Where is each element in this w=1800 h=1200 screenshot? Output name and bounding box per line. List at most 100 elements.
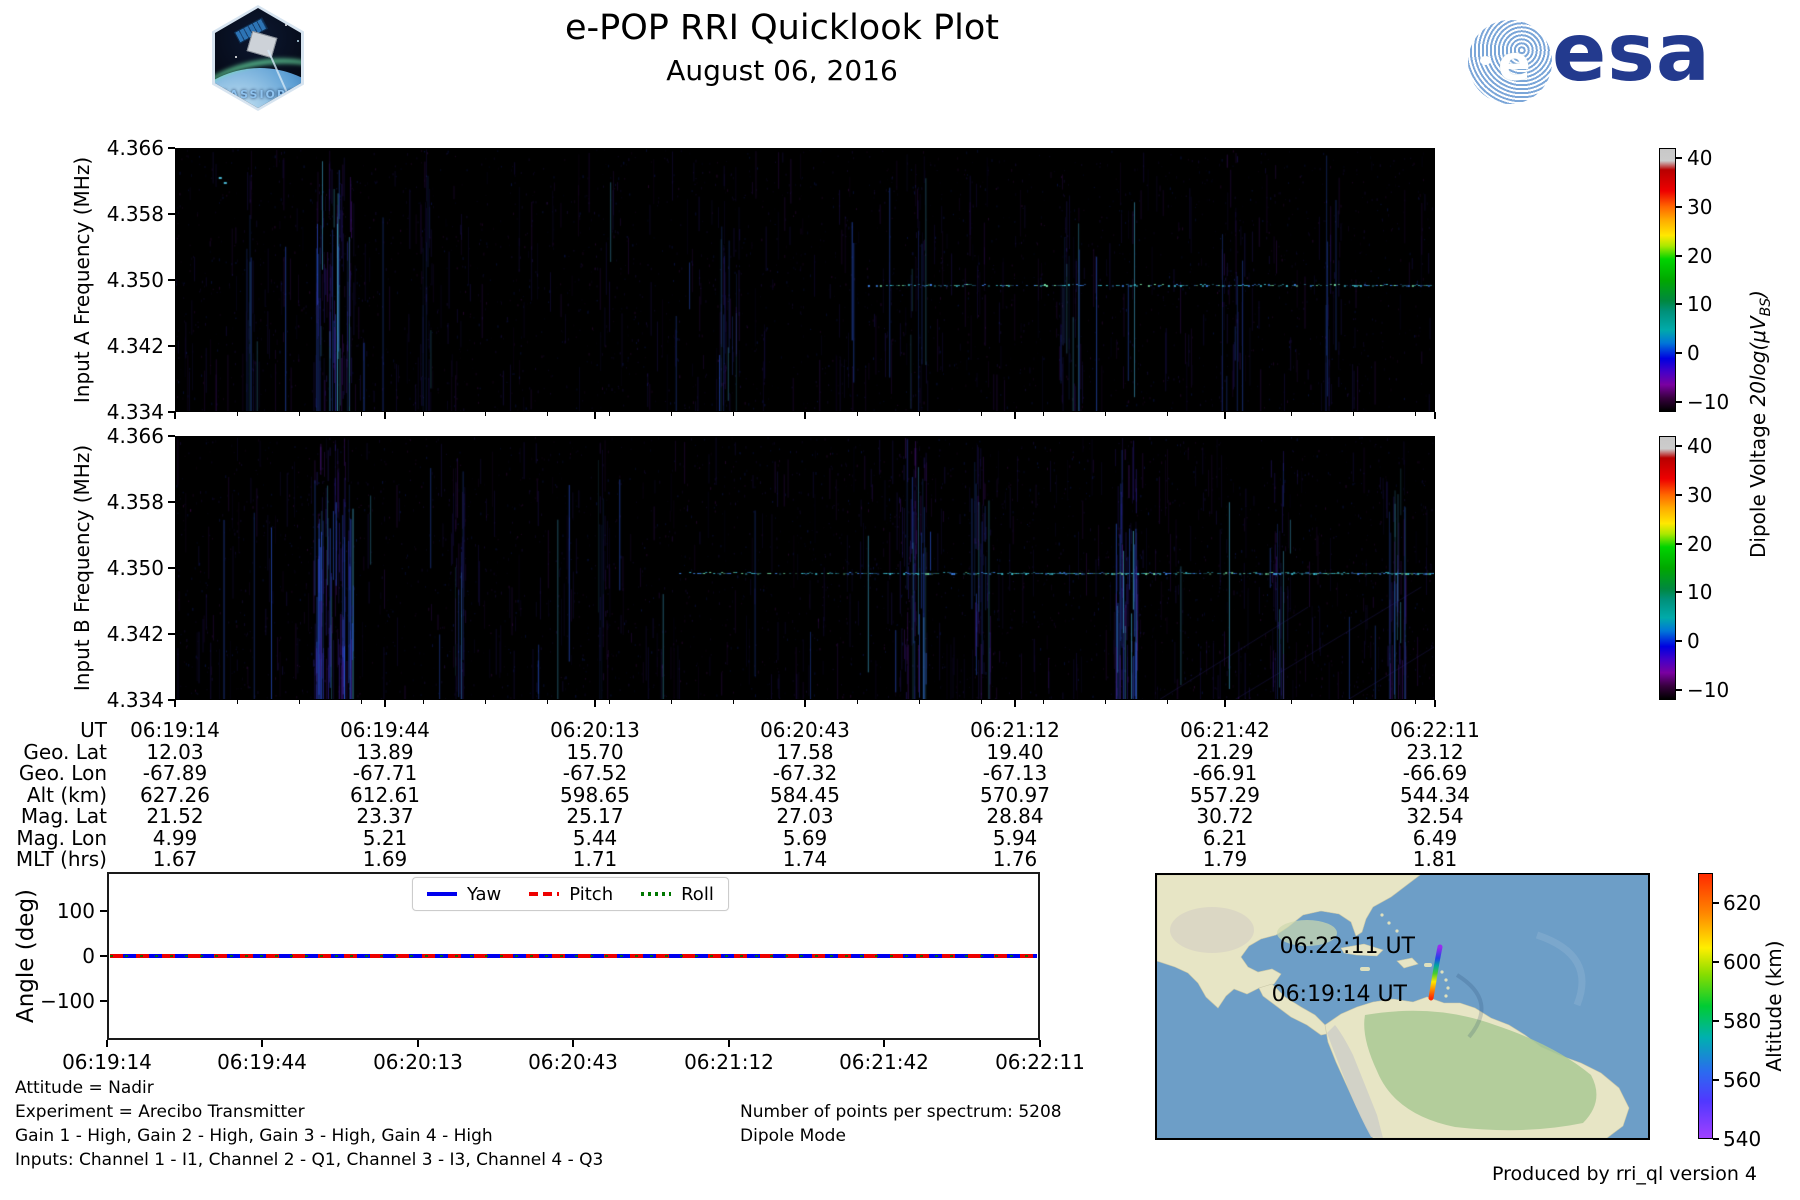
panel-xtick-minor	[1105, 412, 1106, 416]
panel-xtick-minor	[671, 412, 672, 416]
table-row-label: Mag. Lon	[16, 826, 107, 850]
panel-xtick-major	[1434, 700, 1436, 707]
panel-xtick-major	[1014, 700, 1016, 707]
panel-xtick-minor	[1415, 412, 1416, 416]
table-cell: 06:22:11	[1390, 718, 1480, 742]
dipole-mode-note: Dipole Mode	[740, 1126, 846, 1146]
panel-xtick-major	[174, 412, 176, 419]
colorbar-tick-label: 0	[1687, 629, 1700, 654]
angle-xtick-mark	[883, 1040, 885, 1047]
panel-xtick-minor	[919, 412, 920, 416]
altitude-tick-label: 620	[1723, 890, 1762, 915]
altitude-tick-mark	[1713, 960, 1719, 963]
panel-xtick-minor	[733, 412, 734, 416]
table-cell: 5.44	[572, 826, 618, 850]
table-cell: 557.29	[1190, 783, 1260, 807]
table-cell: -67.71	[352, 761, 418, 785]
panel-xtick-major	[594, 700, 596, 707]
cassiope-mission-patch: CASSIOPE	[212, 5, 304, 111]
colorbar-tick-mark	[1676, 591, 1682, 594]
table-cell: 1.69	[362, 847, 408, 871]
colorbar-tick-label: 20	[1687, 243, 1713, 268]
table-cell: 19.40	[986, 740, 1044, 764]
colorbar-label-math: 20log(μV	[1746, 316, 1770, 407]
colorbar-tick-mark	[1676, 401, 1682, 404]
table-cell: 25.17	[566, 804, 624, 828]
panel-xtick-minor	[609, 412, 610, 416]
altitude-tick-mark	[1713, 1078, 1719, 1081]
table-row-label: MLT (hrs)	[15, 847, 107, 871]
colorbar-tick-mark	[1676, 254, 1682, 257]
panel-xtick-minor	[1291, 700, 1292, 704]
angle-xtick-mark	[1039, 1040, 1041, 1047]
table-cell: -66.91	[1192, 761, 1258, 785]
table-cell: 544.34	[1400, 783, 1470, 807]
panel-xtick-minor	[857, 700, 858, 704]
angle-ytick-label: 100	[56, 899, 95, 923]
altitude-tick-label: 560	[1723, 1067, 1762, 1092]
panel-xtick-minor	[919, 700, 920, 704]
pitch-legend-label: Pitch	[569, 883, 614, 905]
panel-xtick-minor	[361, 412, 362, 416]
angle-xtick-label: 06:19:14	[62, 1050, 152, 1074]
table-cell: 27.03	[776, 804, 834, 828]
colorbar-tick-mark	[1676, 542, 1682, 545]
panel-a-ytick-label: 4.342	[106, 334, 164, 358]
colorbar-tick-label: 40	[1687, 145, 1713, 170]
panel-xtick-minor	[361, 700, 362, 704]
panel-xtick-minor	[299, 700, 300, 704]
colorbar-tick-label: 40	[1687, 433, 1713, 458]
panel-xtick-minor	[1105, 700, 1106, 704]
table-cell: 12.03	[146, 740, 204, 764]
colorbar-label-roman: Dipole Voltage	[1746, 406, 1770, 558]
puerto-rico-island	[1424, 963, 1432, 967]
table-cell: -67.32	[772, 761, 838, 785]
table-cell: 06:19:14	[130, 718, 220, 742]
panel-a-ytick-mark	[168, 345, 175, 347]
colorbar-tick-label: 10	[1687, 580, 1713, 605]
colorbar-tick-label: 20	[1687, 531, 1713, 556]
panel-xtick-major	[804, 700, 806, 707]
panel-xtick-major	[1434, 412, 1436, 419]
colorbar-tick-label: 0	[1687, 341, 1700, 366]
table-cell: 1.74	[782, 847, 828, 871]
satellite-ground-track	[1428, 944, 1443, 1001]
antilles-islands	[1380, 913, 1450, 998]
mexico-highlands	[1170, 907, 1254, 953]
table-cell: 627.26	[140, 783, 210, 807]
colorbar-tick-mark	[1676, 205, 1682, 208]
table-row-label: Geo. Lat	[23, 740, 107, 764]
panel-xtick-major	[594, 412, 596, 419]
angle-ytick-mark	[100, 955, 107, 957]
panel-xtick-minor	[299, 412, 300, 416]
table-cell: 4.99	[152, 826, 198, 850]
panel-xtick-minor	[485, 412, 486, 416]
panel-xtick-minor	[1415, 700, 1416, 704]
angle-xtick-label: 06:20:43	[528, 1050, 618, 1074]
altitude-tick-mark	[1713, 1138, 1719, 1140]
points-per-spectrum-note: Number of points per spectrum: 5208	[740, 1102, 1062, 1122]
altitude-tick-label: 580	[1723, 1008, 1762, 1033]
table-cell: 06:20:13	[550, 718, 640, 742]
table-cell: -66.69	[1402, 761, 1468, 785]
panel-xtick-minor	[733, 700, 734, 704]
panel-b-ytick-label: 4.358	[106, 490, 164, 514]
panel-xtick-minor	[423, 700, 424, 704]
panel-xtick-minor	[1167, 412, 1168, 416]
angle-xtick-mark	[572, 1040, 574, 1047]
colorbar-label-subscript: BS	[1758, 297, 1774, 317]
experiment-note: Experiment = Arecibo Transmitter	[15, 1102, 305, 1122]
panel-a-ytick-mark	[168, 147, 175, 149]
table-cell: 1.67	[152, 847, 198, 871]
panel-xtick-minor	[609, 700, 610, 704]
andes-mountains	[1327, 1025, 1383, 1138]
colorbar-panel-b	[1659, 436, 1676, 700]
trench-shading	[1455, 973, 1484, 1039]
roll-legend-line-icon	[641, 892, 672, 896]
table-cell: 570.97	[980, 783, 1050, 807]
angle-xtick-mark	[417, 1040, 419, 1047]
esa-wordmark: esa	[1552, 6, 1711, 99]
panel-xtick-minor	[981, 700, 982, 704]
panel-b-ytick-label: 4.350	[106, 556, 164, 580]
dipole-voltage-colorbar-label: Dipole Voltage 20log(μVBS)	[1746, 290, 1774, 558]
